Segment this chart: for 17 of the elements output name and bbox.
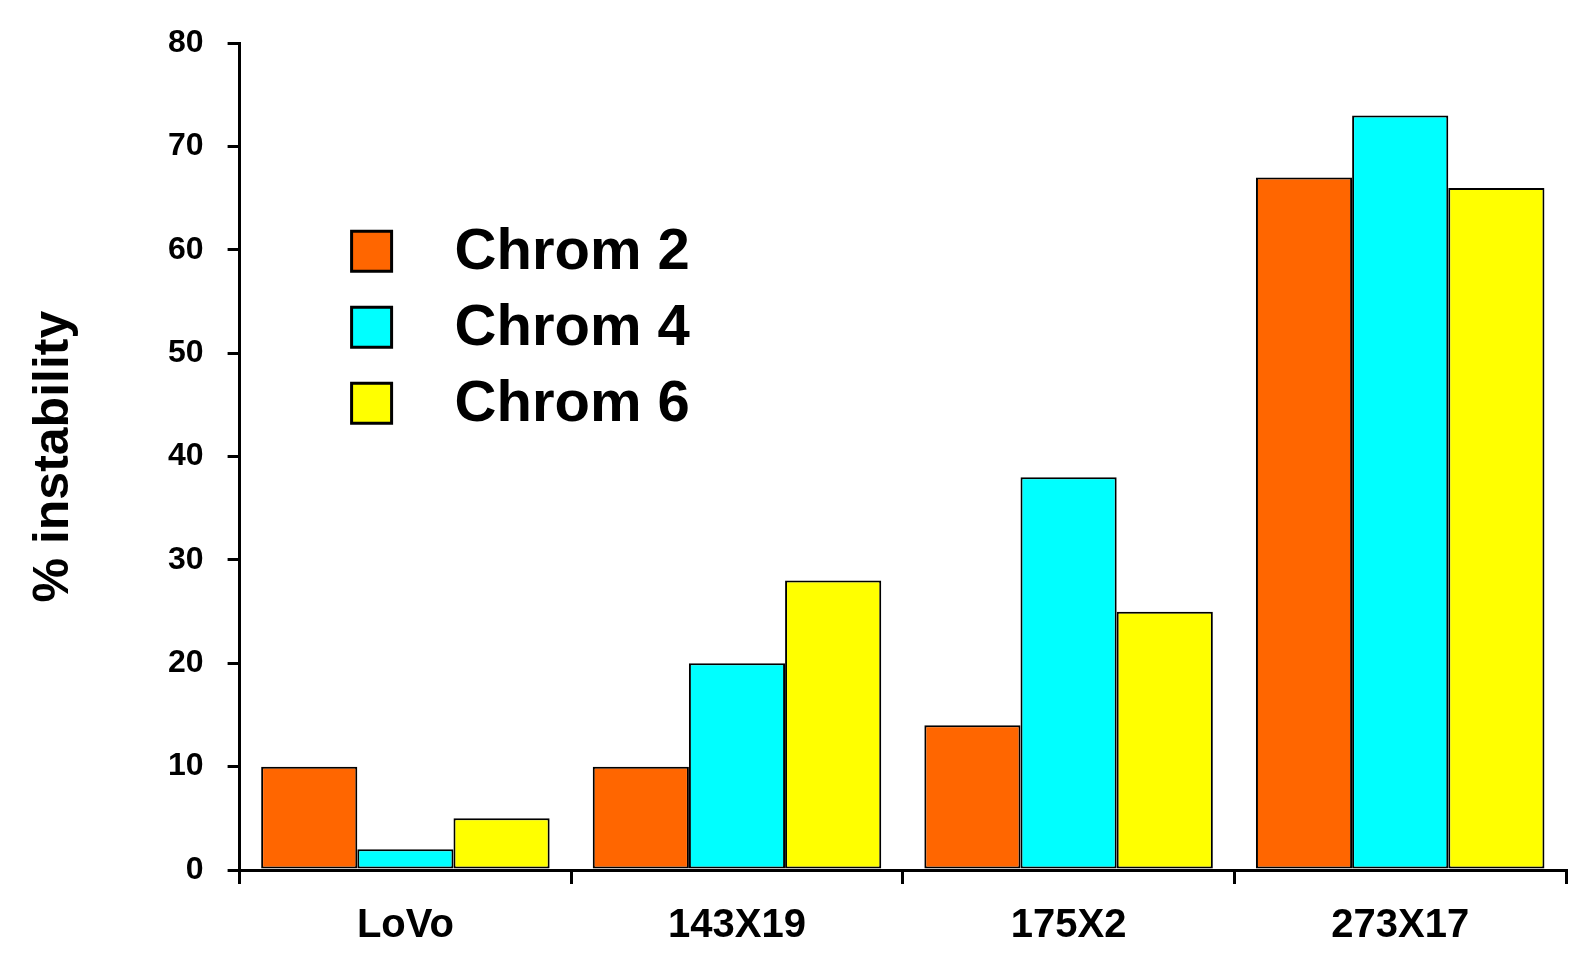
y-tick-label: 10 [168,746,204,783]
y-tick-label: 20 [168,643,204,680]
y-tick-label: 30 [168,539,204,576]
x-tick-label: 175X2 [1010,901,1127,946]
legend-label: Chrom 2 [454,216,690,282]
y-tick-label: 60 [168,229,204,266]
x-tick-label: 273X17 [1331,901,1470,946]
y-axis-title: % instability [22,310,79,603]
y-tick-label: 70 [168,126,204,163]
legend-label: Chrom 4 [454,292,690,358]
x-tick-label: 143X19 [668,901,806,946]
legend-label: Chrom 6 [454,368,690,434]
y-tick-label: 40 [168,436,204,473]
y-tick-label: 0 [185,849,204,886]
y-tick-label: 80 [168,23,204,60]
y-tick-label: 50 [168,333,204,370]
x-tick-label: LoVo [356,901,454,946]
